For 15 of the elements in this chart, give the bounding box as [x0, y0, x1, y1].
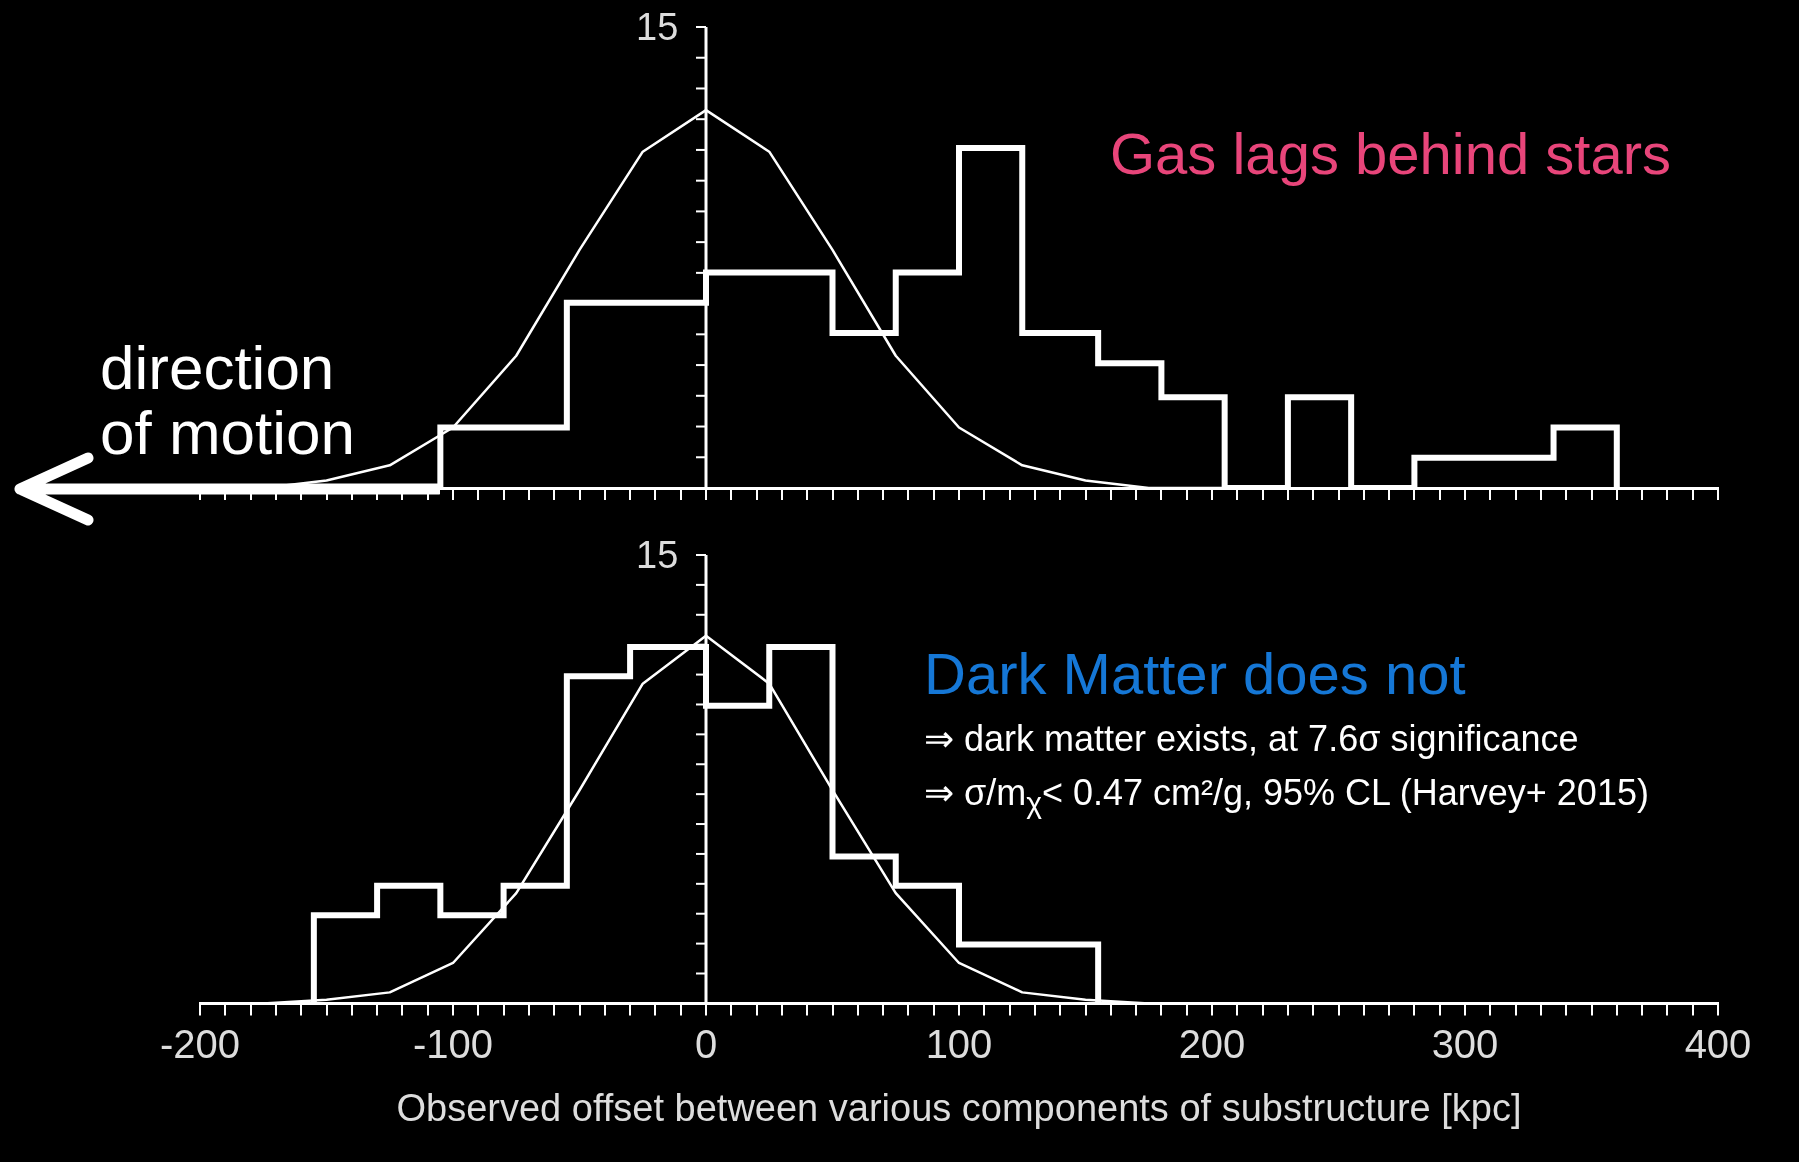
- text: 15: [636, 534, 679, 577]
- x-tick-label: 400: [1684, 1022, 1752, 1067]
- annotation: ⇒ σ/m$_{χ}$< 0.47 cm²/g, 95% CL (Harvey+ 2015): [924, 772, 1649, 821]
- x-axis-title: Observed offset between various components of substructure [kpc]: [396, 1086, 1522, 1129]
- annotation: direction of motion: [100, 333, 357, 468]
- text: 15: [636, 6, 679, 49]
- annotation: ⇒ dark matter exists, at 7.6σ significance: [924, 718, 1579, 760]
- x-tick-label: 200: [1178, 1022, 1246, 1067]
- annotation: Gas lags behind stars: [1110, 120, 1671, 187]
- x-tick-label: -200: [159, 1022, 241, 1067]
- x-tick-label: 300: [1431, 1022, 1499, 1067]
- annotation: Dark Matter does not: [924, 640, 1466, 707]
- x-tick-label: -100: [412, 1022, 494, 1067]
- x-tick-label: 0: [694, 1022, 718, 1067]
- x-tick-label: 100: [925, 1022, 993, 1067]
